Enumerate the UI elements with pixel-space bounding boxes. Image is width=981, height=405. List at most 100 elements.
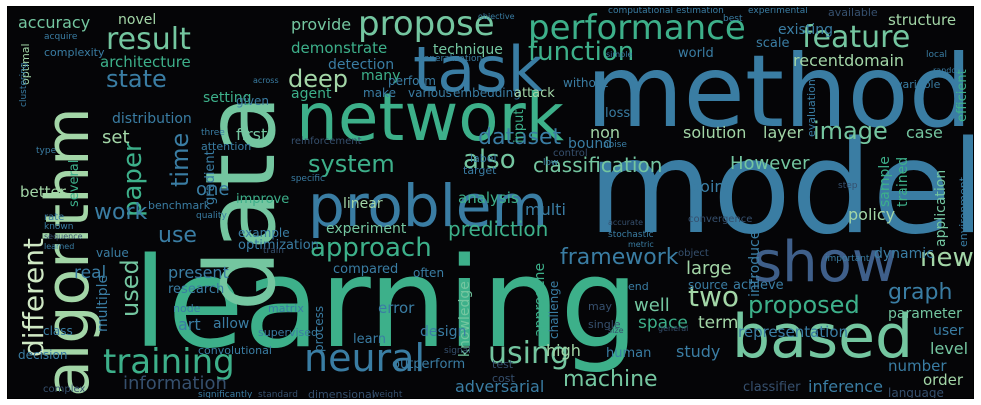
- word-trained: trained: [895, 156, 911, 207]
- word-also: also: [463, 145, 516, 175]
- word-present: present: [168, 263, 229, 282]
- word-using: using: [488, 336, 570, 371]
- word-convolutional: convolutional: [198, 344, 272, 357]
- word-system: system: [308, 150, 395, 178]
- word-random: random: [933, 66, 965, 75]
- word-one: one: [196, 179, 230, 200]
- word-size: size: [608, 326, 624, 335]
- word-research: research: [168, 282, 225, 297]
- word-setting: setting: [203, 90, 252, 106]
- word-architecture: architecture: [100, 53, 191, 71]
- word-solution: solution: [683, 123, 747, 142]
- word-graph: graph: [888, 280, 953, 305]
- word-test: test: [492, 358, 514, 371]
- word-error: error: [378, 299, 415, 317]
- word-analysis: analysis: [458, 189, 519, 207]
- word-single: single: [588, 318, 621, 331]
- word-attack: attack: [514, 86, 555, 101]
- word-art: art: [178, 315, 201, 334]
- word-detection: detection: [328, 57, 395, 73]
- word-target: target: [463, 164, 497, 177]
- word-evaluation: evaluation: [805, 79, 818, 137]
- word-state: state: [106, 65, 167, 93]
- word-accurate: accurate: [608, 218, 644, 227]
- word-low: low: [543, 158, 559, 168]
- word-input: input: [512, 109, 527, 143]
- word-training: training: [103, 342, 235, 382]
- word-point: point: [690, 177, 731, 196]
- word-many: many: [361, 68, 401, 84]
- word-efficient: efficient: [955, 69, 970, 122]
- word-computational: computational: [608, 6, 673, 16]
- word-quality: quality: [196, 211, 227, 221]
- word-propose: propose: [358, 6, 495, 44]
- word-result: result: [106, 22, 191, 57]
- word-show: show: [753, 230, 898, 295]
- word-design: design: [420, 324, 467, 340]
- word-layer: layer: [763, 123, 804, 142]
- word-various: various: [408, 86, 452, 100]
- word-matrix: matrix: [268, 302, 304, 315]
- word-term: term: [698, 313, 739, 333]
- word-outperform: outperform: [392, 357, 466, 372]
- word-best: best: [723, 14, 743, 24]
- word-general: general: [658, 324, 689, 333]
- word-network: network: [296, 79, 565, 156]
- word-first: first: [236, 125, 268, 144]
- word-case: case: [906, 123, 943, 142]
- word-noise: noise: [603, 140, 627, 150]
- word-deep: deep: [288, 65, 348, 93]
- word-neural: neural: [304, 336, 426, 380]
- word-function: function: [528, 37, 635, 67]
- word-based: based: [732, 302, 914, 372]
- word-simple: simple: [606, 50, 633, 59]
- word-language: language: [888, 386, 944, 399]
- word-make: make: [363, 86, 396, 100]
- word-node: node: [173, 302, 201, 315]
- word-human: human: [606, 346, 652, 361]
- word-multiple: multiple: [95, 274, 111, 332]
- word-dynamic: dynamic: [874, 246, 934, 262]
- word-acquire: acquire: [44, 32, 78, 42]
- word-generalization: generalization: [418, 54, 483, 64]
- word-order: order: [923, 371, 963, 389]
- word-distribution: distribution: [112, 111, 192, 127]
- word-high: high: [546, 341, 581, 360]
- word-image: image: [813, 117, 888, 145]
- word-weight: weight: [372, 390, 403, 399]
- word-demonstrate: demonstrate: [291, 39, 388, 57]
- word-standard: standard: [258, 390, 298, 399]
- word-train: train: [263, 246, 284, 256]
- word-achieve: achieve: [733, 278, 784, 293]
- word-work: work: [94, 200, 148, 225]
- word-local: local: [926, 50, 947, 60]
- word-machine: machine: [563, 367, 658, 392]
- word-challenge: challenge: [547, 280, 561, 339]
- word-important: important: [825, 254, 870, 264]
- word-three: three: [201, 128, 225, 138]
- word-task: task: [413, 33, 544, 106]
- word-used: used: [116, 259, 144, 317]
- word-non: non: [590, 123, 621, 142]
- word-learning: learning: [133, 232, 639, 376]
- word-rate: rate: [44, 212, 65, 223]
- word-without: without: [563, 76, 609, 90]
- word-two: two: [688, 280, 740, 313]
- word-label: label: [470, 152, 497, 165]
- word-real: real: [74, 263, 107, 283]
- word-framework: framework: [560, 245, 679, 270]
- word-classifier: classifier: [743, 380, 801, 395]
- word-structure: structure: [888, 11, 957, 29]
- word-across: across: [253, 76, 279, 85]
- word-proposed: proposed: [748, 291, 860, 319]
- word-large: large: [686, 258, 732, 279]
- word-gradient: gradient: [203, 150, 218, 205]
- word-experimental: experimental: [748, 6, 808, 16]
- word-complex: complex: [43, 384, 86, 395]
- word-sequence: sequence: [44, 232, 83, 241]
- word-level: level: [930, 339, 969, 358]
- word-supervised: supervised: [258, 326, 319, 339]
- word-control: control: [553, 148, 588, 159]
- word-environment: environment: [957, 176, 970, 247]
- word-bound: bound: [568, 136, 613, 152]
